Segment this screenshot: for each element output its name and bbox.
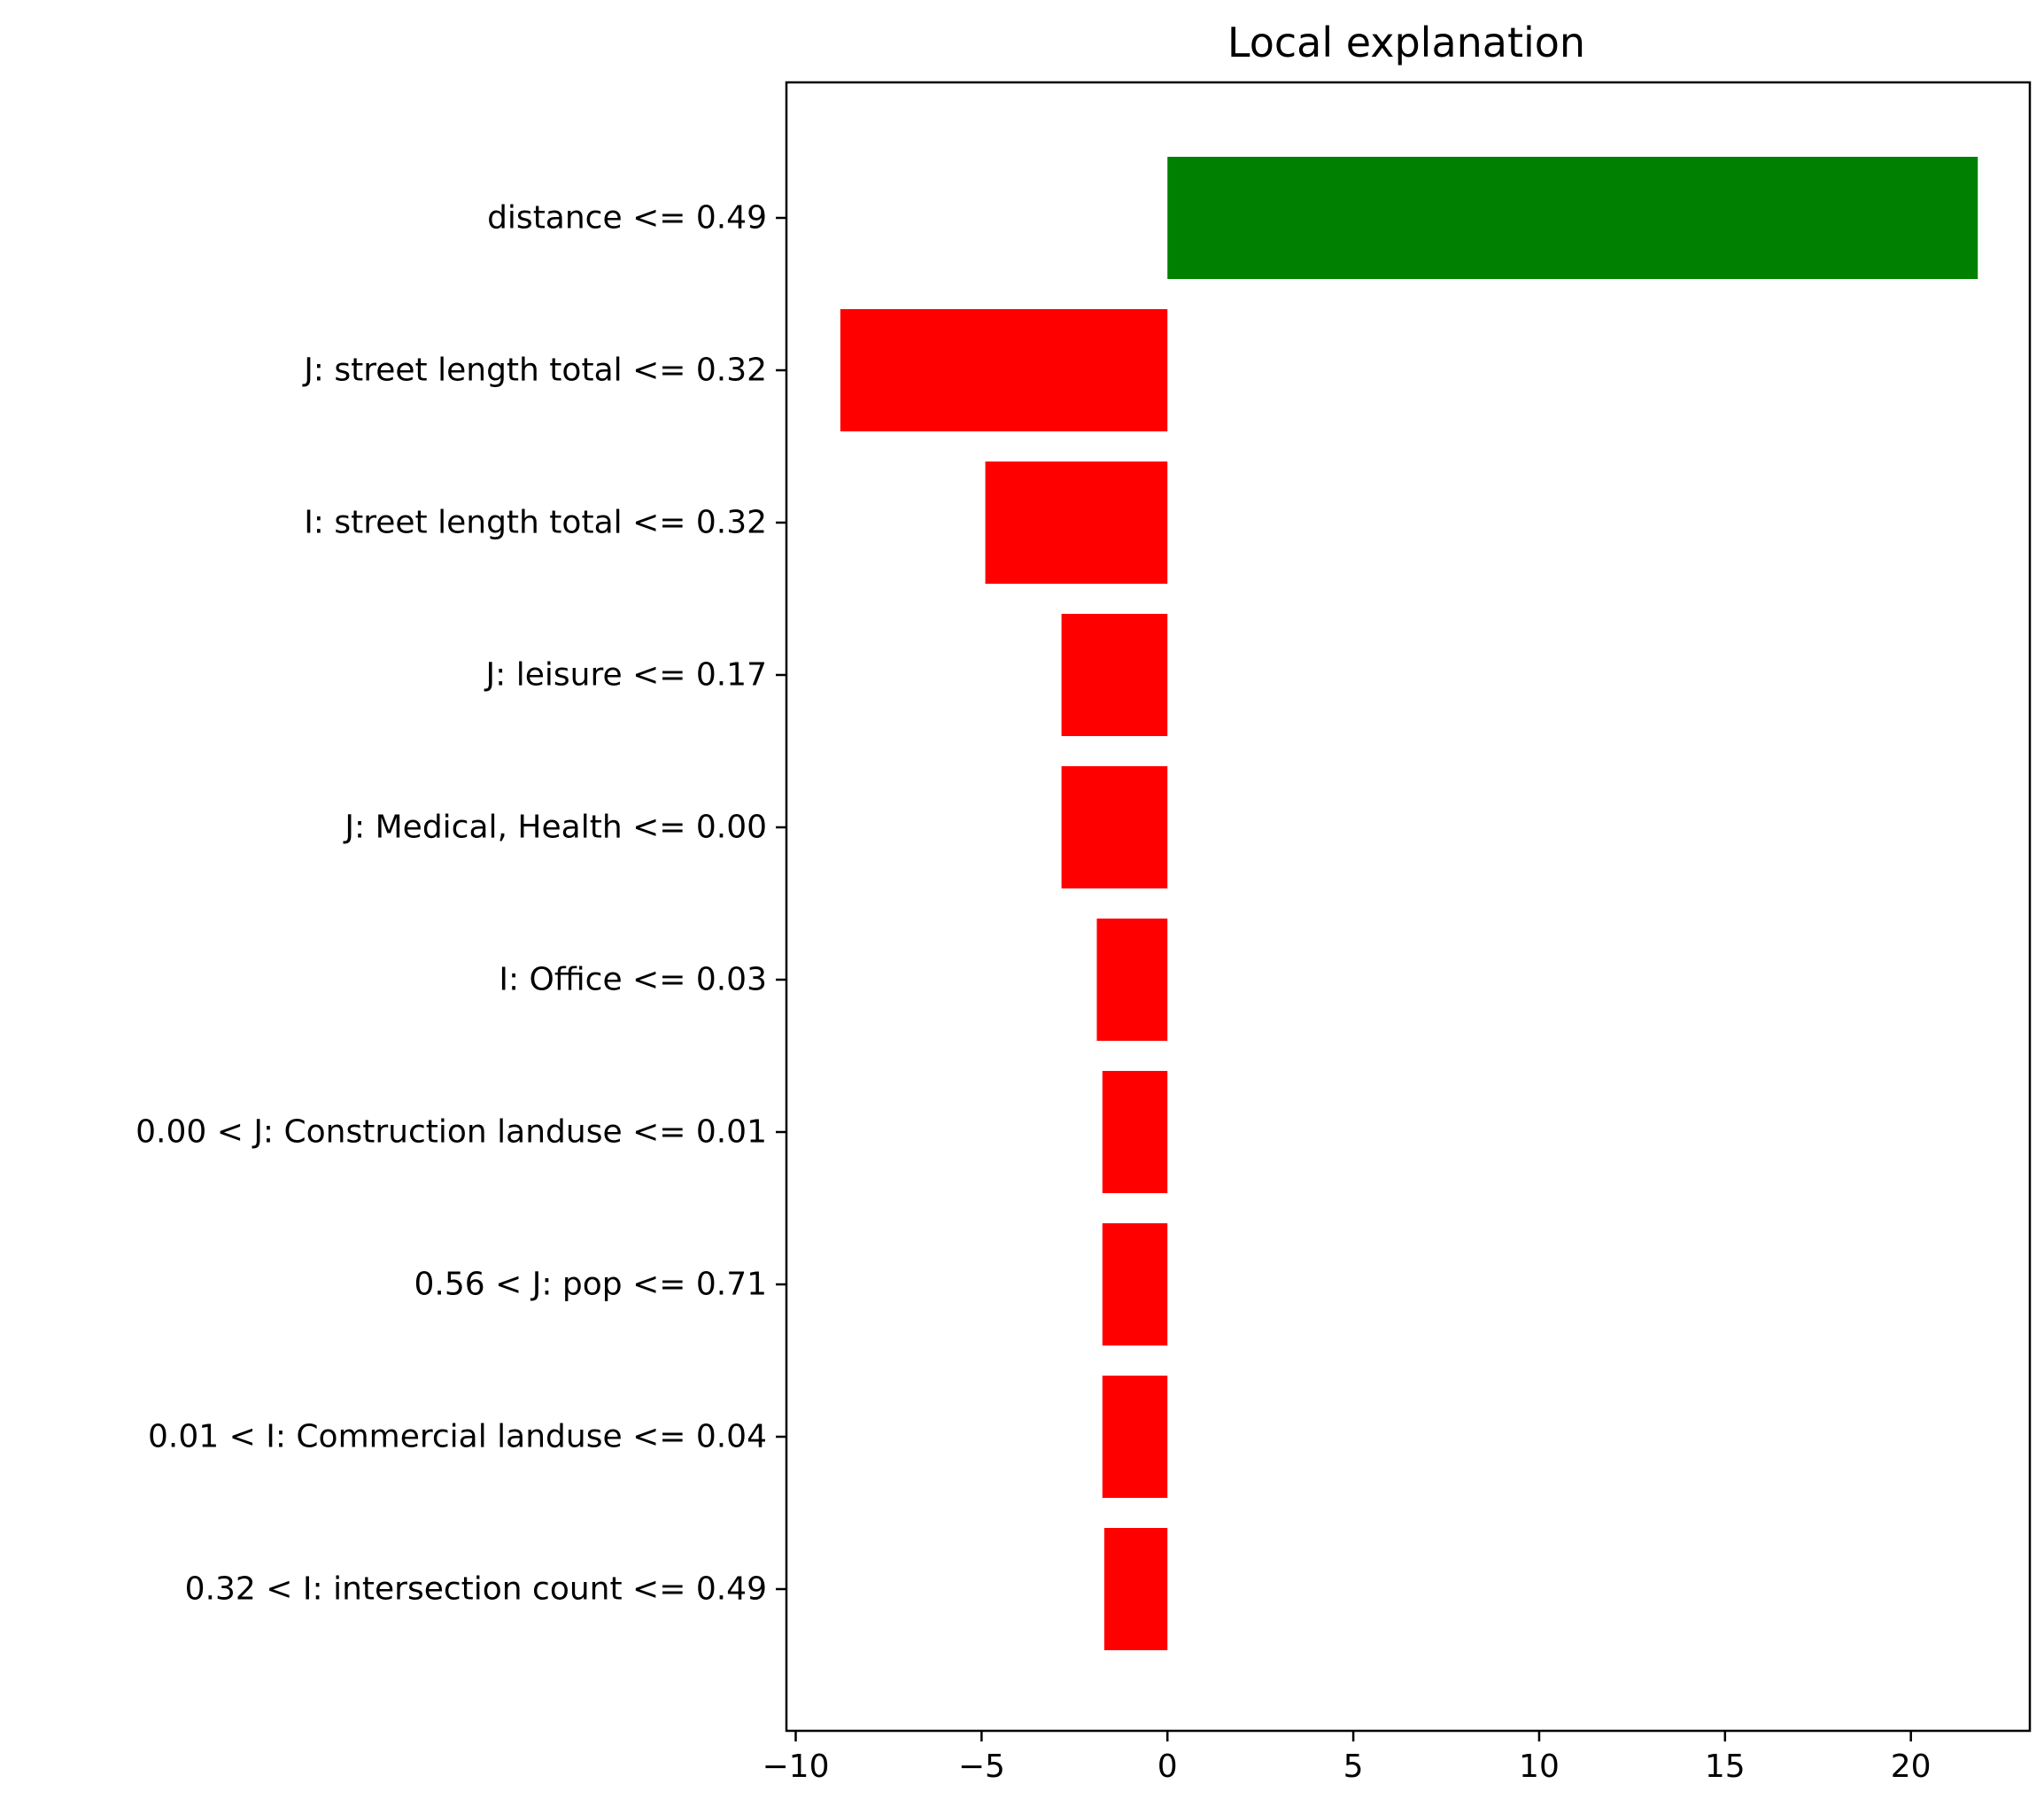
y-tick-label-7: 0.56 < J: pop <= 0.71 (414, 1267, 768, 1303)
chart-title: Local explanation (1227, 19, 1585, 66)
x-tick-label-0: −10 (763, 1749, 830, 1785)
y-tick-label-1: J: street length total <= 0.32 (302, 353, 767, 389)
y-tick-label-3: J: leisure <= 0.17 (484, 657, 767, 694)
bar-8 (1102, 1376, 1168, 1498)
x-tick-label-2: 0 (1157, 1749, 1178, 1785)
y-tick-label-2: I: street length total <= 0.32 (304, 505, 767, 541)
bar-5 (1096, 919, 1168, 1041)
y-tick-label-5: I: Office <= 0.03 (499, 962, 767, 998)
y-axis-ticks: distance <= 0.49 J: street length total <… (135, 200, 786, 1608)
x-axis-ticks: −10 −5 0 5 10 15 20 (763, 1731, 1932, 1785)
x-tick-label-4: 10 (1519, 1749, 1560, 1785)
plot-frame (785, 81, 2032, 1733)
bar-9 (1103, 1528, 1168, 1650)
bar-4 (1061, 766, 1168, 888)
y-tick-label-0: distance <= 0.49 (487, 200, 767, 237)
y-tick-label-8: 0.01 < I: Commercial landuse <= 0.04 (148, 1419, 767, 1455)
y-tick-label-6: 0.00 < J: Construction landuse <= 0.01 (135, 1114, 767, 1151)
x-tick-label-6: 20 (1891, 1749, 1932, 1785)
bar-0 (1167, 157, 1978, 279)
bar-2 (985, 461, 1168, 584)
x-tick-label-3: 5 (1343, 1749, 1364, 1785)
y-tick-label-4: J: Medical, Health <= 0.00 (343, 810, 767, 846)
y-tick-label-9: 0.32 < I: intersection count <= 0.49 (185, 1571, 767, 1608)
x-tick-label-1: −5 (958, 1749, 1005, 1785)
x-tick-label-5: 15 (1705, 1749, 1746, 1785)
bar-7 (1102, 1223, 1168, 1346)
bar-6 (1102, 1071, 1168, 1193)
bar-1 (840, 309, 1168, 431)
bar-3 (1061, 614, 1168, 736)
bars-layer (840, 157, 1978, 1650)
